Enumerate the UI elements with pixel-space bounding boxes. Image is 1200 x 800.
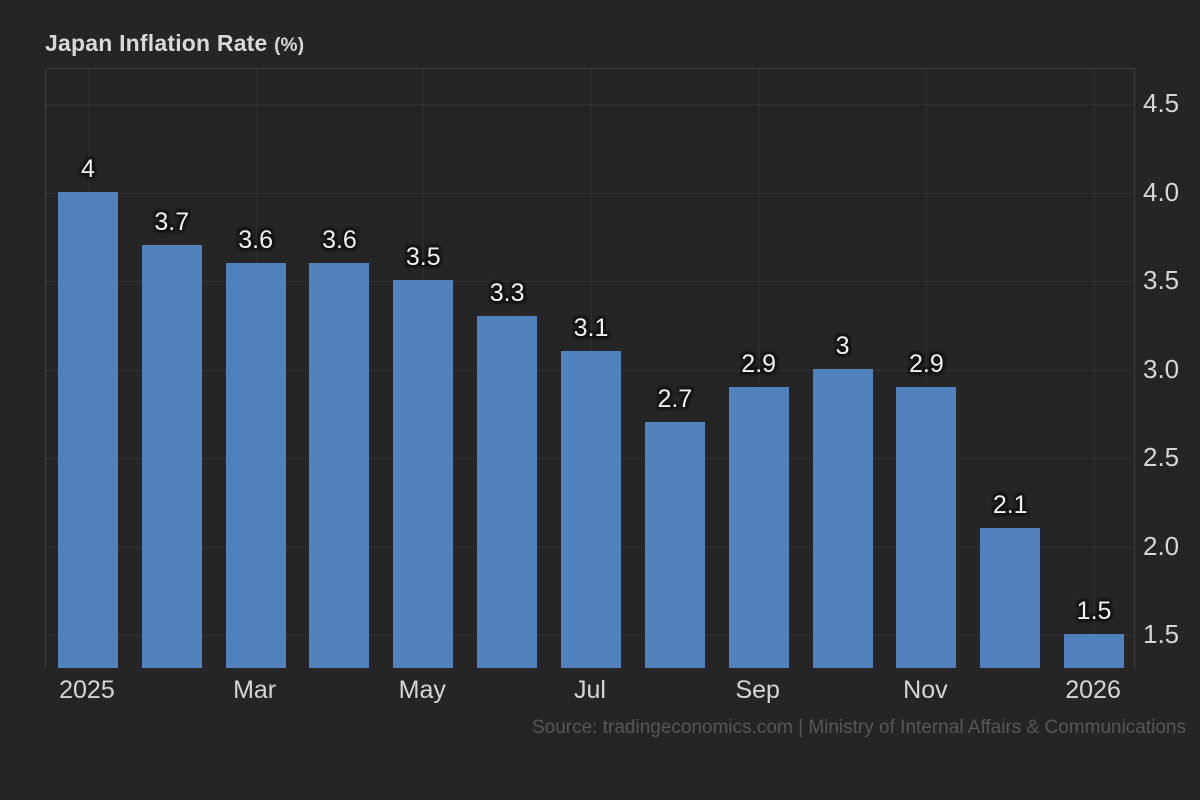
bar-value-label: 2.1 <box>992 491 1028 520</box>
v-gridline <box>758 69 760 668</box>
bar[interactable] <box>644 421 705 668</box>
x-tick-label: Mar <box>233 676 277 704</box>
y-tick-label: 4.5 <box>1143 88 1180 119</box>
bar[interactable] <box>141 245 202 668</box>
bar-value-label: 1.5 <box>1076 597 1112 626</box>
bar-value-label: 3.7 <box>154 207 190 236</box>
y-tick-label: 2.5 <box>1143 442 1180 473</box>
bar[interactable] <box>477 315 538 668</box>
h-gridline <box>46 281 1134 283</box>
bar-value-label: 3.3 <box>489 278 525 307</box>
chart-title-unit: (%) <box>274 35 305 56</box>
x-tick-label: Jul <box>574 676 606 704</box>
v-gridline <box>926 69 928 668</box>
bar[interactable] <box>57 191 118 668</box>
plot-area: 4 3.7 3.6 3.6 3.5 3.3 3.1 2.7 2.9 3 2.9 2.1 1.5 <box>45 68 1135 668</box>
bar[interactable] <box>561 351 621 668</box>
y-tick-label: 4.0 <box>1143 176 1180 207</box>
chart-title: Japan Inflation Rate (%) <box>45 30 304 57</box>
bar-value-label: 3.6 <box>322 225 357 254</box>
source-attribution: Source: tradingeconomics.com | Ministry … <box>531 717 1186 738</box>
bar[interactable] <box>1064 634 1125 668</box>
bar[interactable] <box>393 280 454 668</box>
bar[interactable] <box>980 528 1041 668</box>
bar[interactable] <box>896 386 957 668</box>
y-tick-label: 3.0 <box>1143 353 1180 384</box>
bar-value-label: 3.5 <box>405 243 441 272</box>
bar-value-label: 4 <box>80 154 95 183</box>
bar-value-label: 3 <box>835 331 850 360</box>
x-tick-label: Sep <box>735 676 780 704</box>
x-tick-label: 2026 <box>1065 676 1121 704</box>
x-tick-label: 2025 <box>59 676 115 704</box>
bar[interactable] <box>728 386 789 668</box>
chart-title-text: Japan Inflation Rate <box>45 30 268 56</box>
bar[interactable] <box>812 368 873 668</box>
bar-value-label: 3.1 <box>573 314 609 343</box>
h-gridline <box>46 104 1134 106</box>
v-gridline <box>1094 69 1096 668</box>
bar[interactable] <box>309 262 370 668</box>
bar-value-label: 2.7 <box>657 384 693 413</box>
bar[interactable] <box>225 262 286 668</box>
bar-value-label: 2.9 <box>908 349 944 378</box>
y-tick-label: 2.0 <box>1143 530 1180 561</box>
h-gridline <box>46 192 1134 194</box>
y-tick-label: 1.5 <box>1143 619 1180 650</box>
x-tick-label: May <box>398 676 446 704</box>
bar-value-label: 2.9 <box>741 349 777 378</box>
bar-value-label: 3.6 <box>238 225 273 254</box>
y-tick-label: 3.5 <box>1143 265 1180 296</box>
x-tick-label: Nov <box>903 676 948 704</box>
